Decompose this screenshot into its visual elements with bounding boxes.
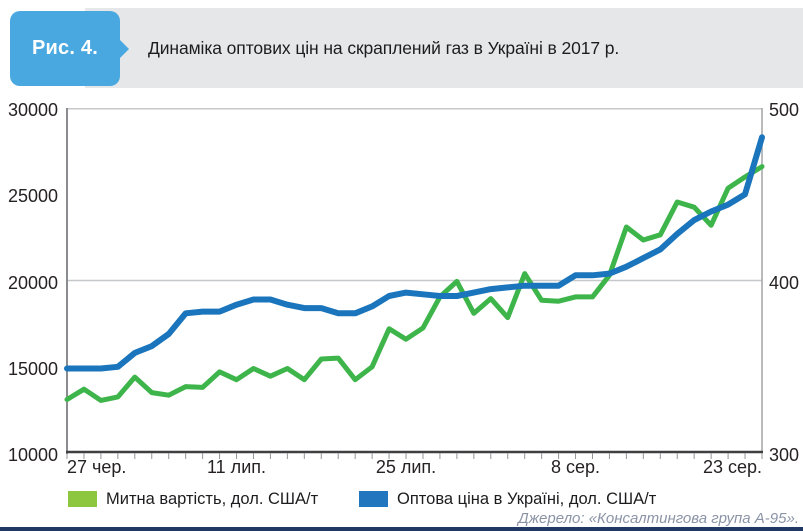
y-axis-left-label-15000: 15000: [7, 358, 58, 379]
y-axis-right-label-400: 400: [769, 272, 800, 293]
wholesale-price-line: [64, 134, 765, 372]
x-axis-label-0: 27 чер.: [67, 457, 127, 477]
wholesale-price-legend-label: Оптова ціна в Україні, дол. США/т: [397, 489, 657, 508]
x-axis-label-10: 11 лип.: [207, 457, 266, 477]
figure-title: Динаміка оптових цін на скраплений газ в…: [148, 38, 620, 58]
y-axis-left-label-25000: 25000: [7, 186, 58, 207]
source-credit: Джерело: «Консалтингова група А-95».: [518, 510, 799, 527]
figure-badge: Рис. 4.: [10, 11, 129, 86]
y-axis-left-label-20000: 20000: [7, 272, 58, 293]
x-axis-label-30: 8 сер.: [551, 457, 601, 477]
legend-item-wholesale-price: Оптова ціна в Україні, дол. США/т: [359, 490, 656, 508]
y-axis-right-label-500: 500: [769, 100, 800, 120]
line-chart-plot-area: [64, 108, 765, 459]
x-axis-label-41: 23 сер.: [702, 457, 762, 477]
customs-value-legend-swatch: [68, 491, 97, 507]
y-axis-left-label-30000: 30000: [7, 100, 58, 120]
y-axis-right-label-300: 300: [769, 445, 800, 465]
wholesale-price-legend-swatch: [359, 491, 388, 507]
customs-value-legend-label: Митна вартість, дол. США/т: [106, 489, 319, 508]
customs-value-line: [64, 164, 765, 403]
figure-title-bar: Динаміка оптових цін на скраплений газ в…: [85, 8, 803, 88]
x-axis-label-20: 25 лип.: [375, 457, 437, 477]
figure-badge-label: Рис. 4.: [32, 37, 98, 59]
legend-item-customs-value: Митна вартість, дол. США/т: [68, 490, 318, 508]
bottom-rule: [0, 527, 803, 531]
y-axis-left-label-10000: 10000: [7, 445, 58, 465]
